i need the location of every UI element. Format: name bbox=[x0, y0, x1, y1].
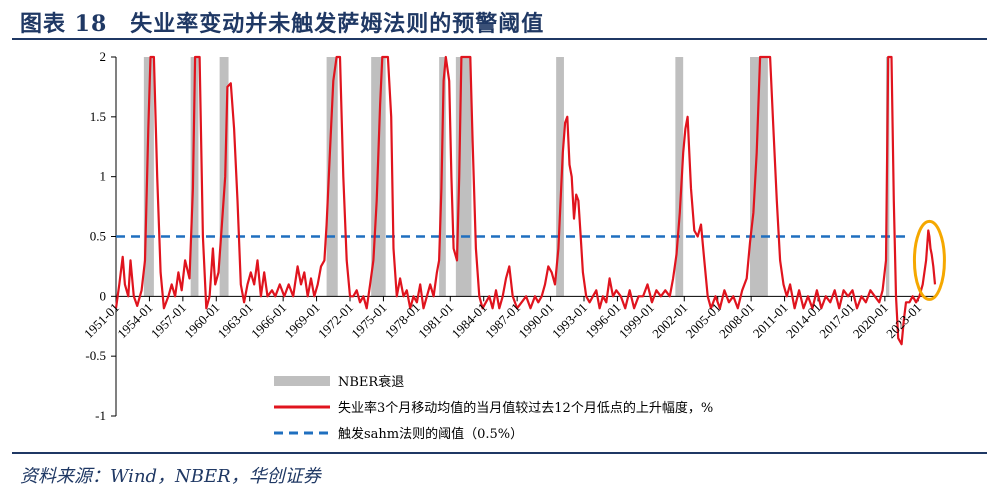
y-tick-label: 0 bbox=[100, 288, 107, 303]
x-tick-label: 2011-01 bbox=[750, 300, 791, 341]
y-tick-label: 1.5 bbox=[90, 109, 106, 124]
x-tick-label: 2002-01 bbox=[649, 300, 690, 341]
recession-band bbox=[143, 57, 154, 297]
x-tick-label: 1978-01 bbox=[382, 300, 423, 341]
series-group bbox=[114, 55, 937, 346]
x-tick-label: 1972-01 bbox=[315, 300, 356, 341]
recession-band bbox=[219, 57, 229, 297]
y-tick-label: 2 bbox=[100, 49, 107, 64]
legend-series-label: 失业率3个月移动均值的当月值较过去12个月低点的上升幅度，% bbox=[338, 400, 713, 416]
x-tick-label: 2005-01 bbox=[683, 300, 724, 341]
legend-recession-label: NBER衰退 bbox=[338, 374, 404, 390]
recession-band bbox=[556, 57, 564, 297]
x-tick-label: 1963-01 bbox=[215, 300, 256, 341]
x-tick-label: 1984-01 bbox=[449, 300, 490, 341]
y-tick-label: -1 bbox=[95, 408, 106, 423]
x-tick-label: 1990-01 bbox=[515, 300, 556, 341]
x-tick-label: 1957-01 bbox=[148, 300, 189, 341]
source-note: 资料来源：Wind，NBER，华创证券 bbox=[20, 466, 321, 487]
recession-band bbox=[675, 57, 684, 297]
x-tick-label: 2023-01 bbox=[883, 300, 924, 341]
recession-bands bbox=[143, 57, 890, 297]
legend: NBER衰退 失业率3个月移动均值的当月值较过去12个月低点的上升幅度，% 触发… bbox=[274, 374, 713, 442]
x-tick-label: 1975-01 bbox=[348, 300, 389, 341]
highlight-group bbox=[912, 219, 946, 301]
y-tick-label: 0.5 bbox=[90, 229, 106, 244]
x-tick-label: 1954-01 bbox=[114, 300, 155, 341]
x-tick-label: 1999-01 bbox=[616, 300, 657, 341]
recession-band bbox=[326, 57, 338, 297]
x-tick-label: 1960-01 bbox=[181, 300, 222, 341]
highlight-ellipse bbox=[912, 219, 946, 301]
chart-title: 图表 18 失业率变动并未触发萨姆法则的预警阈值 bbox=[20, 11, 545, 37]
x-tick-label: 1996-01 bbox=[582, 300, 623, 341]
x-tick-label: 1993-01 bbox=[549, 300, 590, 341]
chart: 21.510.50-0.5-11951-011954-011957-011960… bbox=[81, 49, 946, 442]
x-tick-label: 1969-01 bbox=[281, 300, 322, 341]
y-tick-label: -0.5 bbox=[85, 348, 106, 363]
recession-band bbox=[190, 57, 199, 297]
legend-threshold-label: 触发sahm法则的阈值（0.5%） bbox=[338, 426, 523, 442]
header: 图表 18 失业率变动并未触发萨姆法则的预警阈值 bbox=[12, 0, 987, 40]
footer-rule bbox=[12, 452, 987, 454]
legend-recession-swatch bbox=[274, 376, 330, 386]
y-tick-label: 1 bbox=[100, 169, 107, 184]
x-tick-label: 1981-01 bbox=[415, 300, 456, 341]
title-rule bbox=[12, 38, 987, 40]
x-tick-label: 1966-01 bbox=[248, 300, 289, 341]
x-tick-label: 1987-01 bbox=[482, 300, 523, 341]
series-line bbox=[114, 55, 937, 346]
